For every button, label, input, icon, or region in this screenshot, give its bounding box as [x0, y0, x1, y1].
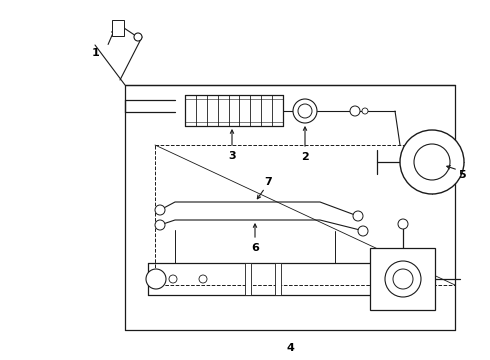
Circle shape	[134, 33, 142, 41]
Circle shape	[298, 104, 312, 118]
Circle shape	[199, 275, 207, 283]
Bar	[275, 263, 281, 295]
Text: 3: 3	[228, 151, 236, 161]
Circle shape	[169, 275, 177, 283]
Circle shape	[393, 269, 413, 289]
Bar	[112, 20, 124, 36]
Text: 1: 1	[92, 48, 100, 58]
Circle shape	[353, 211, 363, 221]
Circle shape	[358, 226, 368, 236]
Bar	[245, 263, 251, 295]
Bar	[370, 248, 435, 310]
Text: 4: 4	[286, 343, 294, 353]
Circle shape	[293, 99, 317, 123]
Circle shape	[350, 106, 360, 116]
Circle shape	[400, 130, 464, 194]
Circle shape	[362, 108, 368, 114]
Circle shape	[385, 261, 421, 297]
Text: 2: 2	[301, 152, 309, 162]
Circle shape	[146, 269, 166, 289]
Text: 6: 6	[251, 243, 259, 253]
Circle shape	[414, 144, 450, 180]
Circle shape	[398, 219, 408, 229]
Circle shape	[155, 220, 165, 230]
Circle shape	[155, 205, 165, 215]
Text: 5: 5	[458, 170, 466, 180]
Text: 7: 7	[264, 177, 272, 187]
